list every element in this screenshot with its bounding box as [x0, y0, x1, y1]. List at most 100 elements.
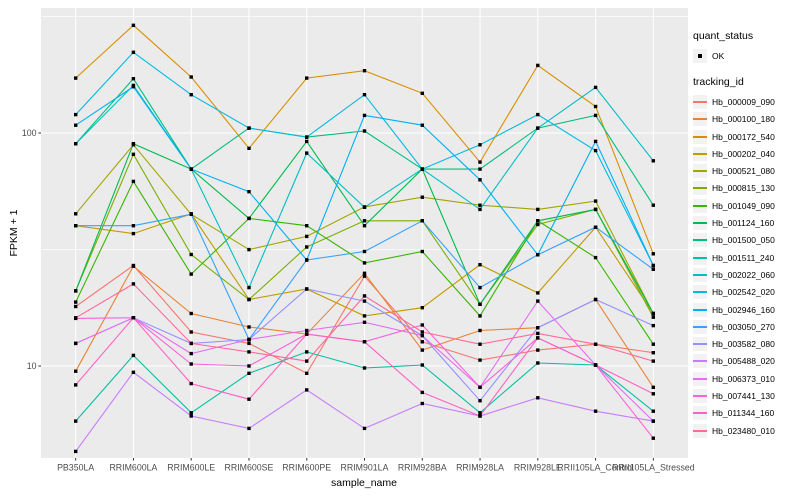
legend-items-tracking-id: Hb_000009_090 Hb_000100_180 Hb_000172_540 H…	[693, 93, 799, 439]
data-point	[362, 299, 367, 303]
legend-item-label: Hb_001124_160	[712, 218, 775, 229]
data-point	[131, 224, 136, 228]
data-point	[478, 167, 482, 171]
data-point	[189, 362, 193, 366]
legend-key-line	[693, 388, 707, 403]
legend-item-label: Hb_006373_010	[712, 373, 775, 384]
data-point	[593, 85, 598, 90]
x-tick-label: RRII105LA_Stressed	[612, 463, 695, 473]
data-point	[651, 159, 655, 163]
data-point	[478, 178, 482, 182]
legend-item-label: Hb_023480_010	[712, 425, 775, 436]
data-point	[74, 112, 78, 117]
data-point	[131, 282, 136, 286]
data-point	[247, 337, 251, 342]
legend-key-line	[693, 285, 707, 300]
legend-key-line	[693, 164, 707, 179]
legend: quant_status OK tracking_id Hb_000009_09…	[693, 30, 799, 451]
data-point	[478, 302, 482, 306]
data-point	[131, 142, 136, 146]
data-point	[305, 371, 309, 375]
data-point	[189, 311, 193, 316]
data-point	[536, 291, 540, 295]
series-color-swatch	[693, 239, 707, 242]
data-point	[478, 143, 482, 147]
data-point	[420, 330, 424, 334]
legend-item-label: Hb_000815_130	[712, 183, 775, 194]
gridlines	[41, 8, 688, 458]
data-point	[651, 323, 655, 328]
data-point	[305, 359, 309, 363]
data-point	[536, 126, 540, 130]
data-point	[305, 234, 309, 239]
legend-item-Hb_001511_240: Hb_001511_240	[693, 249, 799, 266]
data-point	[478, 414, 482, 418]
data-point	[74, 76, 78, 80]
y-axis-title: FPKM + 1	[8, 209, 20, 257]
legend-key-ok	[693, 48, 707, 63]
data-point	[536, 331, 540, 336]
x-tick-label: RRII105LA_Control	[557, 463, 633, 473]
data-point	[131, 179, 136, 184]
series-color-swatch	[693, 325, 707, 328]
data-point	[362, 129, 367, 133]
data-point	[362, 340, 367, 344]
data-point	[362, 274, 367, 278]
data-point	[362, 426, 367, 431]
x-tick-label: RRIM928LE	[514, 463, 562, 473]
data-point	[74, 300, 78, 304]
legend-key-line	[693, 233, 707, 248]
legend-key-line	[693, 181, 707, 196]
legend-item-Hb_003582_080: Hb_003582_080	[693, 335, 799, 352]
data-point	[189, 341, 193, 346]
data-point	[247, 146, 251, 150]
data-point	[536, 299, 540, 303]
data-point	[131, 85, 136, 89]
data-point	[651, 385, 655, 389]
data-point	[651, 203, 655, 207]
data-point	[305, 245, 309, 249]
data-point	[362, 69, 367, 73]
legend-item-label: Hb_001500_050	[712, 235, 775, 246]
data-point	[420, 323, 424, 327]
x-tick-label: PB350LA	[57, 463, 94, 473]
series-color-swatch	[693, 118, 707, 121]
data-point	[305, 328, 309, 333]
data-point	[247, 371, 251, 375]
data-point	[131, 316, 136, 320]
data-point	[651, 419, 655, 423]
legend-item-Hb_003050_270: Hb_003050_270	[693, 318, 799, 335]
data-point	[247, 285, 251, 290]
data-point	[536, 219, 540, 223]
legend-item-label: Hb_003582_080	[712, 339, 775, 350]
data-point	[651, 263, 655, 268]
data-point	[247, 216, 251, 221]
legend-key-line	[693, 423, 707, 438]
data-point	[478, 203, 482, 207]
data-point	[536, 112, 540, 117]
x-axis-title: sample_name	[331, 477, 397, 489]
data-point	[478, 207, 482, 212]
data-point	[420, 91, 424, 95]
data-point	[305, 224, 309, 228]
legend-item-Hb_001124_160: Hb_001124_160	[693, 214, 799, 231]
legend-item-Hb_006373_010: Hb_006373_010	[693, 370, 799, 387]
data-point	[74, 123, 78, 127]
data-point	[593, 297, 598, 302]
data-point	[536, 348, 540, 352]
legend-item-Hb_000202_040: Hb_000202_040	[693, 145, 799, 162]
data-point	[189, 212, 193, 216]
data-point	[362, 261, 367, 265]
y-tick-label: 10	[27, 361, 37, 371]
data-point	[593, 255, 598, 260]
legend-item-label: Hb_002946_160	[712, 304, 775, 315]
data-point	[247, 364, 251, 368]
data-point	[593, 225, 598, 229]
data-point	[478, 342, 482, 346]
data-point	[74, 419, 78, 423]
legend-item-label: Hb_002542_020	[712, 287, 775, 298]
legend-item-Hb_000100_180: Hb_000100_180	[693, 111, 799, 128]
legend-key-line	[693, 112, 707, 127]
data-point	[536, 396, 540, 400]
data-point	[131, 353, 136, 358]
